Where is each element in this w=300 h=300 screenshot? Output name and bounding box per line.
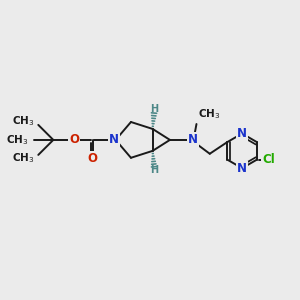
Text: N: N	[109, 134, 118, 146]
Text: N: N	[188, 134, 198, 146]
Text: CH$_3$: CH$_3$	[12, 115, 35, 128]
Text: N: N	[237, 162, 247, 175]
Text: O: O	[88, 152, 98, 165]
Text: CH$_3$: CH$_3$	[6, 133, 28, 147]
Text: CH$_3$: CH$_3$	[198, 107, 220, 121]
Text: H: H	[150, 166, 158, 176]
Text: O: O	[69, 134, 79, 146]
Text: CH$_3$: CH$_3$	[12, 152, 35, 165]
Text: Cl: Cl	[262, 153, 275, 166]
Text: H: H	[150, 104, 158, 114]
Text: N: N	[237, 127, 247, 140]
